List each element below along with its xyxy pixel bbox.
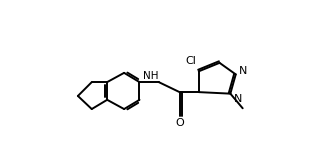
Text: N: N [239,66,248,76]
Text: Cl: Cl [185,56,196,66]
Text: NH: NH [142,71,158,81]
Text: N: N [234,94,242,104]
Text: O: O [175,118,184,128]
